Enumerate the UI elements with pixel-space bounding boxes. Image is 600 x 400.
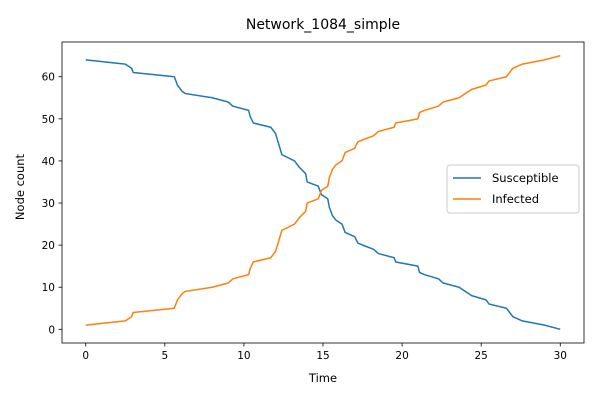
x-tick-label: 30 [554,350,567,362]
series-line-susceptible [85,59,561,331]
legend-box [446,164,580,214]
x-tick-label: 10 [237,350,250,362]
x-axis-label: Time [308,371,337,385]
y-tick-label: 40 [42,156,55,168]
y-tick-label: 60 [42,72,55,84]
y-tick-label: 30 [42,198,55,210]
plot-area: 0 5 10 15 20 25 30 0 10 20 30 40 50 60 [42,41,585,362]
legend: Susceptible Infected [446,164,580,214]
y-tick-label: 20 [42,240,55,252]
legend-label-susceptible: Susceptible [492,171,559,185]
x-tick-label: 20 [395,350,408,362]
x-tick-label: 25 [474,350,487,362]
x-tick-label: 0 [82,350,89,362]
x-tick-label: 15 [316,350,329,362]
y-axis-label: Node count [13,153,27,220]
y-tick-label: 0 [48,324,55,336]
legend-label-infected: Infected [492,192,539,206]
x-tick-label: 5 [161,350,168,362]
series-line-infected [85,54,561,326]
y-tick-label: 10 [42,282,55,294]
y-tick-label: 50 [42,114,55,126]
chart-title: Network_1084_simple [246,17,400,33]
